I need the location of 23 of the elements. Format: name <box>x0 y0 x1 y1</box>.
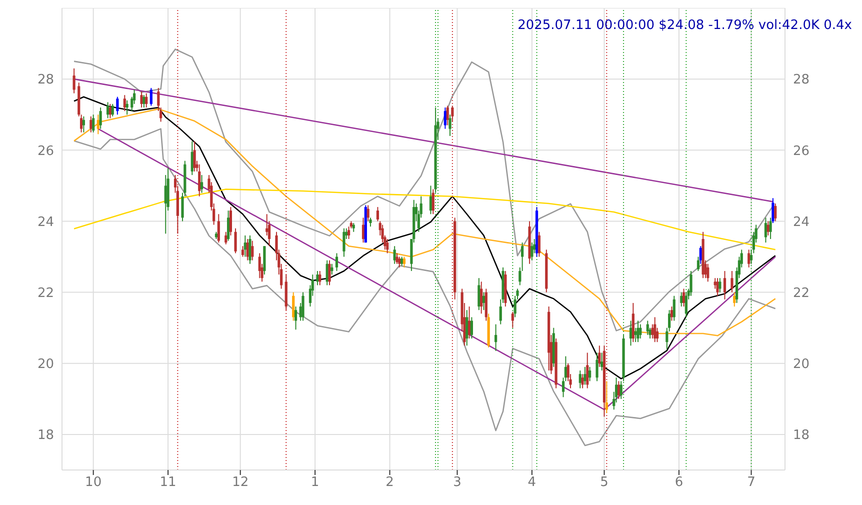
y2-tick-label: 28 <box>793 72 810 88</box>
x-tick-label: 5 <box>600 475 608 490</box>
x-tick-label: 2 <box>386 475 394 490</box>
x-tick-label: 11 <box>160 475 176 490</box>
x-tick-label: 6 <box>674 475 684 490</box>
text: 2025.07.11 00:00:00 $24.08 -1.79% vol:42.0K 0.4x <box>518 18 852 33</box>
y2-tick-label: 24 <box>793 214 810 230</box>
y-tick-label: 26 <box>37 144 54 159</box>
y-tick-label: 18 <box>37 428 54 444</box>
y2-tick-label: 20 <box>793 357 810 372</box>
x-tick-label: 10 <box>85 475 102 490</box>
y2-tick-label: 18 <box>793 428 810 444</box>
y2-tick-label: 22 <box>793 286 810 301</box>
y-tick-label: 22 <box>37 286 54 301</box>
y-tick-label: 24 <box>37 214 54 230</box>
y-tick-label: 28 <box>37 72 54 88</box>
x-tick-label: 4 <box>528 475 536 490</box>
y-tick-label: 20 <box>37 357 54 372</box>
x-tick-label: 1 <box>310 475 320 490</box>
x-tick-label: 12 <box>232 475 249 490</box>
x-tick-label: 7 <box>747 475 756 490</box>
y2-tick-label: 26 <box>793 144 810 159</box>
x-tick-label: 3 <box>453 475 462 490</box>
